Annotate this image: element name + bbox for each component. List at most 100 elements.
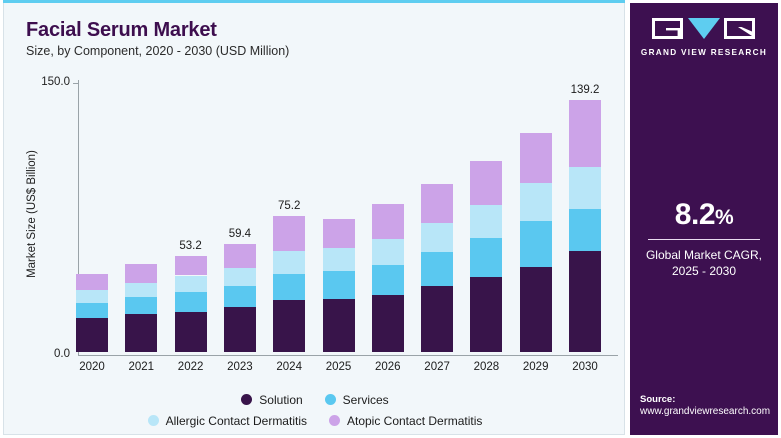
bar-value-label-2030: 139.2 <box>570 83 600 96</box>
gvr-logo-mark <box>652 18 755 39</box>
x-axis-label-2029: 2029 <box>522 361 549 373</box>
bar-segment-2023-series-0[interactable] <box>223 307 256 352</box>
cagr-caption: Global Market CAGR, 2025 - 2030 <box>630 247 778 279</box>
x-axis-label-2030: 2030 <box>572 361 598 373</box>
bar-segment-2024-series-2[interactable] <box>273 251 306 275</box>
cagr-caption-line2: 2025 - 2030 <box>671 264 737 278</box>
legend-item[interactable]: Services <box>324 392 389 407</box>
bar-segment-2025-series-3[interactable] <box>322 218 355 248</box>
bar-segment-2023-series-2[interactable] <box>223 267 256 286</box>
bar-segment-2022-series-3[interactable] <box>174 255 207 276</box>
y-axis-title: Market Size (US$ Billion) <box>26 150 38 278</box>
source-url[interactable]: www.grandviewresearch.com <box>640 406 771 417</box>
bar-segment-2020-series-2[interactable] <box>76 290 108 304</box>
y-axis-line <box>78 80 79 355</box>
bar-segment-2021-series-1[interactable] <box>125 296 158 314</box>
legend-label: Services <box>342 392 389 407</box>
bar-segment-2030-series-0[interactable] <box>569 251 601 352</box>
cagr-callout: 8.2% Global Market CAGR, 2025 - 2030 <box>630 198 778 279</box>
legend-item[interactable]: Atopic Contact Dermatitis <box>328 413 483 428</box>
page-subtitle: Size, by Component, 2020 - 2030 (USD Mil… <box>26 44 290 58</box>
bar-segment-2021-series-2[interactable] <box>125 283 158 297</box>
bar-value-label-2024: 75.2 <box>277 199 301 212</box>
bar-segment-2027-series-2[interactable] <box>421 223 454 253</box>
page-title: Facial Serum Market <box>26 19 217 41</box>
bar-segment-2029-series-0[interactable] <box>519 266 552 352</box>
bar-segment-2027-series-3[interactable] <box>421 184 454 224</box>
bar-segment-2028-series-0[interactable] <box>470 276 503 352</box>
brand-sidebar: GRAND VIEW RESEARCH 8.2% Global Market C… <box>630 3 778 435</box>
bar-segment-2020-series-0[interactable] <box>76 318 108 352</box>
bar-segment-2022-series-2[interactable] <box>174 275 207 293</box>
bar-segment-2028-series-1[interactable] <box>470 237 503 277</box>
x-axis-label-2022: 2022 <box>177 361 204 373</box>
bar-2030[interactable] <box>569 99 601 352</box>
source-block: Source: www.grandviewresearch.com <box>640 394 778 417</box>
bar-segment-2030-series-1[interactable] <box>569 208 601 252</box>
bar-segment-2026-series-3[interactable] <box>371 204 404 239</box>
legend-label: Allergic Contact Dermatitis <box>165 413 307 428</box>
legend-item[interactable]: Allergic Contact Dermatitis <box>147 413 307 428</box>
legend-label: Atopic Contact Dermatitis <box>346 413 483 428</box>
cagr-divider <box>648 239 760 240</box>
y-tick-label-min: 0.0 <box>54 348 70 360</box>
bar-2022[interactable] <box>174 255 207 352</box>
bar-segment-2020-series-3[interactable] <box>76 274 108 291</box>
bar-segment-2028-series-2[interactable] <box>470 205 503 238</box>
bar-2029[interactable] <box>519 132 552 352</box>
bar-segment-2026-series-2[interactable] <box>371 238 404 265</box>
bar-segment-2024-series-0[interactable] <box>273 300 306 352</box>
y-tick-max <box>73 83 78 84</box>
bar-segment-2029-series-1[interactable] <box>519 221 552 267</box>
bar-segment-2030-series-2[interactable] <box>569 167 601 209</box>
bar-segment-2029-series-3[interactable] <box>519 132 552 184</box>
bar-segment-2022-series-1[interactable] <box>174 292 207 312</box>
bar-segment-2026-series-1[interactable] <box>371 264 404 295</box>
legend-row-top: Solution Services <box>4 389 624 410</box>
x-axis-label-2020: 2020 <box>79 361 105 373</box>
bar-2024[interactable] <box>273 215 306 352</box>
bar-2023[interactable] <box>223 244 256 352</box>
bar-segment-2020-series-1[interactable] <box>76 303 108 319</box>
x-axis-label-2021: 2021 <box>128 361 155 373</box>
cagr-caption-line1: Global Market CAGR, <box>645 248 763 262</box>
legend-item[interactable]: Solution <box>241 392 303 407</box>
bar-segment-2028-series-3[interactable] <box>470 160 503 206</box>
bar-segment-2021-series-3[interactable] <box>125 264 158 284</box>
bar-2027[interactable] <box>421 184 454 352</box>
legend-row-bottom: Allergic Contact Dermatitis Atopic Contac… <box>4 410 624 431</box>
bar-segment-2021-series-0[interactable] <box>125 313 158 352</box>
bar-segment-2027-series-0[interactable] <box>421 285 454 352</box>
bar-2026[interactable] <box>371 204 404 352</box>
bar-segment-2030-series-3[interactable] <box>569 99 601 168</box>
x-axis-label-2026: 2026 <box>375 361 401 373</box>
bar-segment-2024-series-3[interactable] <box>273 215 306 252</box>
bar-segment-2029-series-2[interactable] <box>519 183 552 222</box>
bar-value-label-2022: 53.2 <box>179 239 202 252</box>
brand-logo-text: GRAND VIEW RESEARCH <box>640 48 768 57</box>
bar-segment-2025-series-1[interactable] <box>322 271 355 299</box>
x-axis-label-2025: 2025 <box>325 361 352 373</box>
bar-2028[interactable] <box>470 160 503 352</box>
bar-segment-2027-series-1[interactable] <box>421 252 454 286</box>
bar-2021[interactable] <box>125 264 158 352</box>
legend-swatch-icon <box>324 394 336 405</box>
legend-swatch-icon <box>147 415 159 426</box>
x-axis-line <box>78 355 618 356</box>
legend-label: Solution <box>259 392 303 407</box>
bar-segment-2025-series-0[interactable] <box>322 298 355 352</box>
chart-panel: Facial Serum Market Size, by Component, … <box>3 3 625 435</box>
y-tick-label-max: 150.0 <box>41 76 70 88</box>
bar-segment-2026-series-0[interactable] <box>371 294 404 352</box>
bar-segment-2023-series-3[interactable] <box>223 244 256 268</box>
bar-2020[interactable] <box>76 274 108 352</box>
x-axis-label-2028: 2028 <box>473 361 500 373</box>
x-axis-label-2024: 2024 <box>276 361 302 373</box>
bar-segment-2024-series-1[interactable] <box>273 274 306 301</box>
bar-segment-2022-series-0[interactable] <box>174 311 207 352</box>
bar-segment-2023-series-1[interactable] <box>223 285 256 308</box>
bar-segment-2025-series-2[interactable] <box>322 247 355 272</box>
legend-swatch-icon <box>241 394 253 405</box>
bar-2025[interactable] <box>322 218 355 352</box>
